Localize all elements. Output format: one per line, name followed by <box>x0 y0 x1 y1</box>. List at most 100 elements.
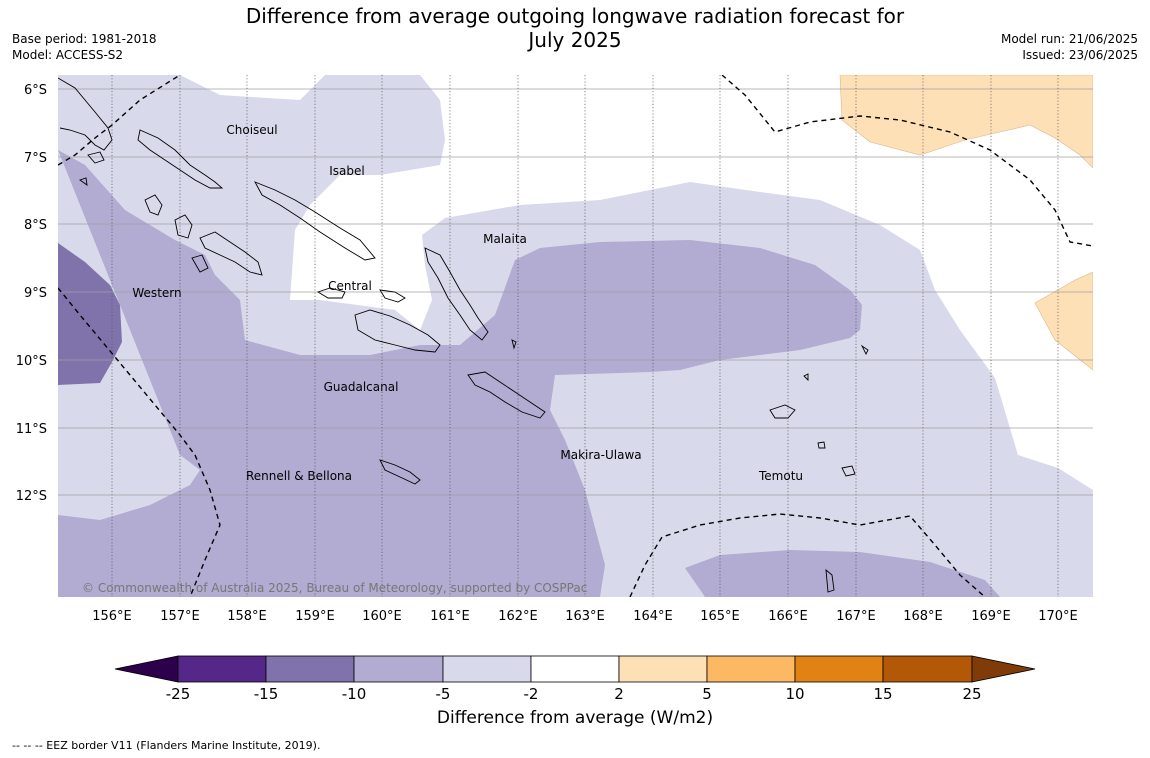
lon-label: 157°E <box>160 609 200 624</box>
lon-label: 163°E <box>565 609 605 624</box>
colorbar-tick: 15 <box>873 685 892 703</box>
island-guadalcanal <box>354 309 441 353</box>
lat-label: 12°S <box>16 489 47 504</box>
island-russell <box>379 289 406 303</box>
colorbar-tick: 10 <box>785 685 804 703</box>
island-rennell <box>379 459 421 485</box>
lat-label: 9°S <box>24 286 47 301</box>
lon-axis: 156°E 157°E 158°E 159°E 160°E 161°E 162°… <box>92 609 1078 624</box>
colorbar-arrow-left <box>114 655 179 683</box>
province-label-guadalcanal: Guadalcanal <box>324 380 399 394</box>
map-panel: Choiseul Isabel Malaita Western Central … <box>58 75 1093 597</box>
island-vella <box>144 194 163 216</box>
colorbar-tick: -2 <box>524 685 539 703</box>
island-malaita <box>424 247 489 341</box>
lon-label: 162°E <box>498 609 538 624</box>
title-line-1: Difference from average outgoing longwav… <box>245 4 905 28</box>
anomaly-region-medium-south <box>685 550 1000 597</box>
colorbar <box>114 655 1036 683</box>
map-title: Difference from average outgoing longwav… <box>200 4 950 52</box>
lon-label: 168°E <box>903 609 943 624</box>
issued-date: Issued: 23/06/2025 <box>1022 48 1138 62</box>
island-vanikoro <box>841 465 856 477</box>
island-shortland <box>79 151 105 186</box>
island-bougainville <box>58 77 113 151</box>
eez-legend-footnote: -- -- -- EEZ border V11 (Flanders Marine… <box>12 739 321 752</box>
colorbar-tick: -25 <box>166 685 191 703</box>
colorbar-segment <box>794 655 884 683</box>
lat-label: 8°S <box>24 218 47 233</box>
colorbar-segment <box>442 655 532 683</box>
lon-label: 165°E <box>700 609 740 624</box>
lat-label: 11°S <box>16 422 47 437</box>
colorbar-tick: 5 <box>702 685 712 703</box>
lat-axis: 6°S 7°S 8°S 9°S 10°S 11°S 12°S <box>16 83 47 504</box>
lat-gridlines <box>58 88 1093 496</box>
lat-label: 7°S <box>24 151 47 166</box>
island-reef <box>511 339 869 382</box>
model-run: Model run: 21/06/2025 <box>1000 32 1138 46</box>
island-anuta <box>825 568 835 593</box>
lon-label: 166°E <box>768 609 808 624</box>
province-label-temotu: Temotu <box>758 469 803 483</box>
lon-label: 159°E <box>295 609 335 624</box>
colorbar-tick: -10 <box>342 685 367 703</box>
lon-label: 170°E <box>1038 609 1078 624</box>
lon-label: 160°E <box>362 609 402 624</box>
colorbar-segment <box>882 655 973 683</box>
lat-label: 10°S <box>16 354 47 369</box>
colorbar-ticks: -25 -15 -10 -5 -2 2 5 10 15 25 <box>166 685 982 703</box>
anomaly-region-medium <box>58 150 862 597</box>
province-label-malaita: Malaita <box>483 232 527 246</box>
colorbar-tick: -15 <box>254 685 279 703</box>
title-line-2: July 2025 <box>528 28 622 52</box>
island-santa-cruz <box>769 404 796 419</box>
province-labels: Choiseul Isabel Malaita Western Central … <box>132 123 803 483</box>
province-label-choiseul: Choiseul <box>226 123 277 137</box>
eez-border-south <box>629 513 986 597</box>
lat-label: 6°S <box>24 83 47 98</box>
colorbar-arrow-right <box>971 655 1036 683</box>
anomaly-region-positive-east <box>1034 271 1093 371</box>
eez-border-northwest <box>58 75 181 166</box>
island-new-georgia <box>174 214 263 276</box>
colorbar-tick: 2 <box>614 685 624 703</box>
province-label-western: Western <box>132 286 181 300</box>
model-name: Model: ACCESS-S2 <box>12 48 124 62</box>
colorbar-tick: -5 <box>436 685 451 703</box>
island-ranongga <box>191 254 209 273</box>
colorbar-tick: 25 <box>962 685 981 703</box>
island-makira <box>467 371 546 419</box>
island-florida <box>316 287 346 299</box>
copyright-notice: © Commonwealth of Australia 2025, Bureau… <box>82 581 587 595</box>
colorbar-segment <box>530 655 620 683</box>
anomaly-region-positive-ne <box>839 75 1093 169</box>
island-tikopia <box>817 441 826 449</box>
lon-label: 164°E <box>633 609 673 624</box>
lon-label: 156°E <box>92 609 132 624</box>
province-label-rennell-bellona: Rennell & Bellona <box>246 469 352 483</box>
colorbar-segment <box>618 655 708 683</box>
meta-right: Model run: 21/06/2025 Issued: 23/06/2025 <box>1001 31 1138 63</box>
eez-border-west <box>58 287 221 597</box>
province-label-isabel: Isabel <box>329 164 364 178</box>
base-period: Base period: 1981-2018 <box>12 32 157 46</box>
colorbar-label: Difference from average (W/m2) <box>436 708 714 728</box>
colorbar-segment <box>706 655 796 683</box>
eez-borders <box>58 75 1093 597</box>
island-isabel <box>254 181 376 261</box>
lon-label: 161°E <box>430 609 470 624</box>
colorbar-segment <box>265 655 355 683</box>
island-choiseul <box>137 129 224 189</box>
colorbar-segment <box>353 655 444 683</box>
lon-gridlines <box>111 75 1059 597</box>
lon-label: 167°E <box>836 609 876 624</box>
colorbar-segment <box>177 655 267 683</box>
lon-label: 158°E <box>227 609 267 624</box>
province-label-central: Central <box>328 279 372 293</box>
anomaly-region-dark <box>58 243 122 385</box>
coastlines <box>58 77 869 593</box>
meta-left: Base period: 1981-2018 Model: ACCESS-S2 <box>12 31 157 63</box>
lon-label: 169°E <box>971 609 1011 624</box>
